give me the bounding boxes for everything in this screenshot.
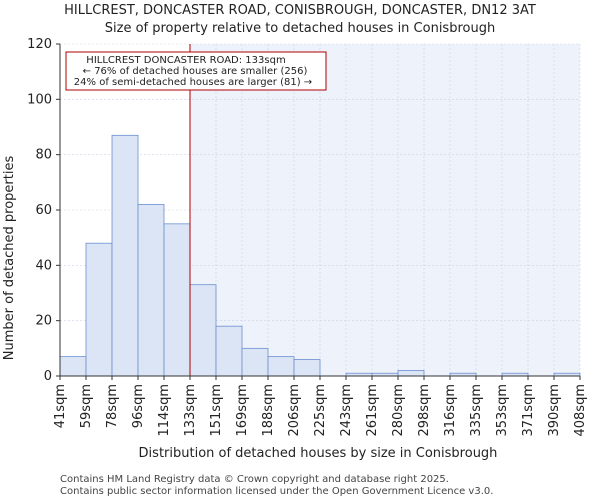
- bar-280sqm: [397, 370, 425, 377]
- annotation-line-2: ← 76% of detached houses are smaller (25…: [83, 66, 308, 77]
- y-tick-label: 120: [27, 37, 52, 52]
- x-tick-label: 41sqm: [53, 384, 68, 428]
- x-tick-label: 298sqm: [417, 384, 432, 437]
- x-tick-label: 261sqm: [365, 384, 380, 437]
- x-tick-label: 353sqm: [495, 384, 510, 437]
- bar-114sqm: [163, 223, 191, 377]
- bar-133sqm: [189, 284, 217, 377]
- x-tick-label: 133sqm: [183, 384, 198, 437]
- y-tick-label: 80: [35, 148, 52, 163]
- x-tick-label: 390sqm: [547, 384, 562, 437]
- chart-title: HILLCREST, DONCASTER ROAD, CONISBROUGH, …: [64, 3, 536, 18]
- x-tick-label: 225sqm: [313, 384, 328, 437]
- x-tick-label: 408sqm: [573, 384, 588, 437]
- y-tick-label: 60: [35, 203, 52, 218]
- plot-area: 0 20 40 60 80 100 120 41sqm 59sqm 78sqm 96sqm 114sq…: [27, 37, 588, 437]
- y-axis-label: Number of detached properties: [2, 156, 17, 361]
- x-axis-label: Distribution of detached houses by size …: [139, 446, 498, 461]
- bar-151sqm: [215, 325, 243, 377]
- x-tick-label: 316sqm: [443, 384, 458, 437]
- y-tick-label: 100: [27, 92, 52, 107]
- bar-169sqm: [241, 347, 269, 377]
- footer-line-1: Contains HM Land Registry data © Crown c…: [60, 474, 449, 485]
- x-tick-label: 206sqm: [287, 384, 302, 437]
- x-tick-label: 96sqm: [131, 384, 146, 428]
- x-tick-label: 59sqm: [79, 384, 94, 428]
- y-tick-label: 0: [44, 369, 52, 384]
- x-tick-label: 188sqm: [261, 384, 276, 437]
- x-tick-label: 151sqm: [209, 384, 224, 437]
- chart-subtitle: Size of property relative to detached ho…: [105, 21, 495, 36]
- x-tick-label: 114sqm: [157, 384, 172, 437]
- x-tick-label: 169sqm: [235, 384, 250, 437]
- bar-206sqm: [293, 358, 321, 377]
- bar-78sqm: [111, 134, 139, 377]
- annotation-line-1: HILLCREST DONCASTER ROAD: 133sqm: [86, 55, 285, 66]
- annotation-box: [65, 51, 327, 91]
- x-tick-label: 78sqm: [105, 384, 120, 428]
- x-tick-label: 243sqm: [339, 384, 354, 437]
- bar-59sqm: [85, 242, 113, 377]
- footer-line-2: Contains public sector information licen…: [60, 486, 493, 497]
- x-tick-label: 335sqm: [469, 384, 484, 437]
- bar-41sqm: [59, 356, 87, 377]
- y-tick-label: 20: [35, 314, 52, 329]
- y-tick-label: 40: [35, 258, 52, 273]
- x-tick-label: 280sqm: [391, 384, 406, 437]
- annotation-line-3: 24% of semi-detached houses are larger (…: [74, 77, 312, 88]
- x-tick-label: 371sqm: [521, 384, 536, 437]
- bar-188sqm: [267, 356, 295, 377]
- bar-96sqm: [137, 204, 165, 377]
